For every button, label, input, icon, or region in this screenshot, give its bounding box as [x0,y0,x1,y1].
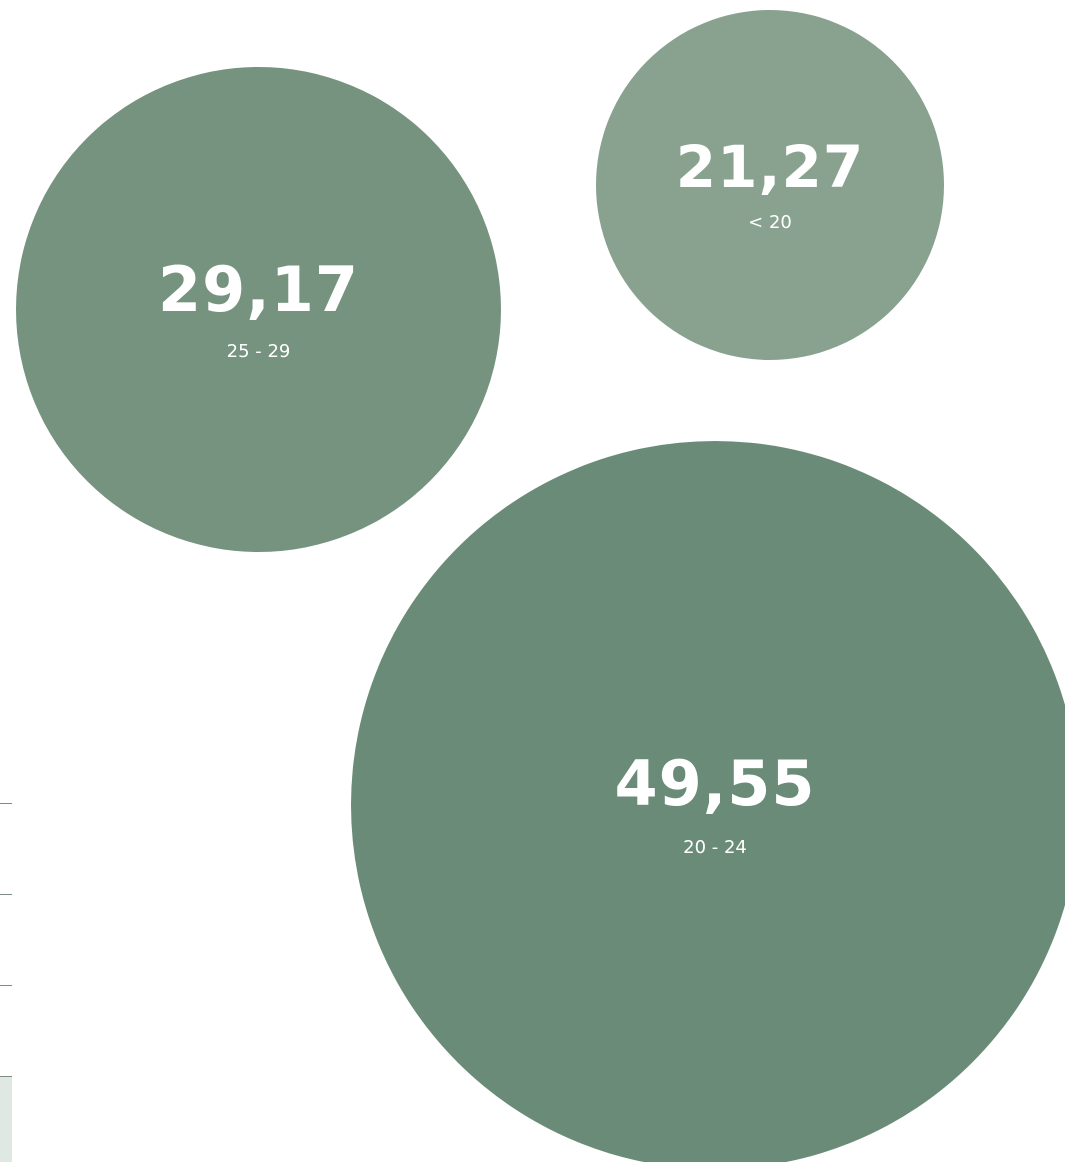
bubble-category-20-24: 20 - 24 [683,837,747,858]
axis-tick [0,985,12,986]
bubble-under-20: 21,27 < 20 [596,10,944,360]
bubble-value-20-24: 49,55 [614,747,816,820]
bubble-25-29: 29,17 25 - 29 [16,67,501,552]
bubble-value-under-20: 21,27 [675,133,865,201]
bubble-20-24: 49,55 20 - 24 [351,441,1065,1162]
axis-tick [0,1076,12,1077]
bubble-category-25-29: 25 - 29 [226,340,291,362]
axis-tick [0,894,12,895]
axis-tick [0,803,12,804]
side-panel-edge [0,1077,12,1162]
bubble-value-25-29: 29,17 [157,252,360,326]
bubble-category-under-20: < 20 [748,212,792,233]
